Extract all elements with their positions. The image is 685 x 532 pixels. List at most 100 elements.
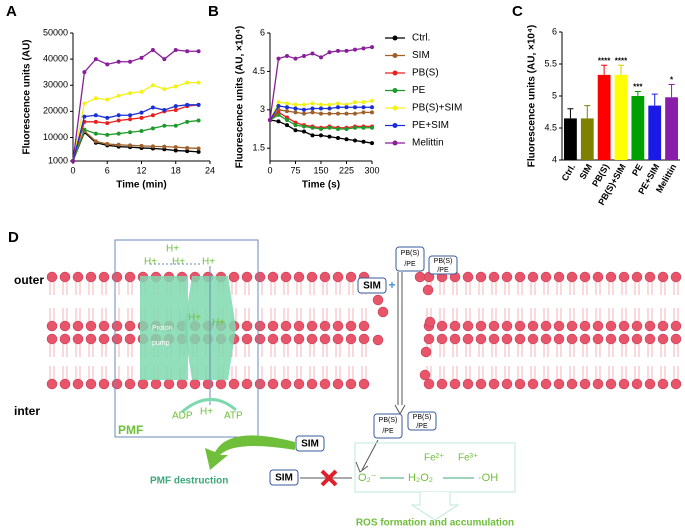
y-tick-label: 4 [552,154,557,164]
x-tick-label: 12 [136,165,146,175]
lipid-head [137,378,149,390]
data-point [276,119,281,124]
lipid-head [670,378,682,390]
lipid-head [332,271,344,283]
data-point [327,134,332,139]
data-point [139,143,144,148]
legend-label: PB(S) [412,68,439,79]
proton: H+ [188,313,201,324]
data-point [302,54,306,59]
y-tick-label: 5.5 [544,58,557,68]
data-point [336,101,340,106]
data-point [336,127,340,131]
x-tick-label: Ctrl. [560,162,578,183]
bar [580,118,594,160]
data-point [139,110,144,115]
lipid-head [345,320,357,332]
lipid-head [241,333,253,345]
y-axis-label: Fluorescence units (AU) [22,39,33,154]
lipid-head [358,378,370,390]
drug-label: PB(S) [434,258,453,265]
data-point [310,106,315,111]
bar [665,97,678,160]
data-point [293,110,298,115]
x-tick-label: 0 [70,165,75,175]
lipid-head [358,333,370,345]
lipid-head [579,378,591,390]
data-point [116,142,121,147]
data-point [310,51,315,56]
error-bar [567,108,574,119]
y-tick-label: 4.5 [252,66,265,76]
bar [564,118,577,160]
lipid-head [540,333,552,345]
data-point [285,101,289,106]
lipid-head [293,378,305,390]
lipid-head [475,378,487,390]
data-point [353,47,357,52]
lipid-head [377,306,389,318]
data-point [139,115,144,120]
drug-label: PB(S) [413,414,432,421]
proton: H+ [200,407,213,418]
data-point [82,127,87,132]
data-point [370,98,374,103]
arrow [355,439,379,473]
lipid-head [449,333,461,345]
data-point [370,141,374,146]
x-tick-label: PE [630,162,645,177]
data-point [370,45,374,50]
y-tick-label: 6 [260,27,265,37]
x-tick-label: 0 [267,165,272,175]
data-point [276,112,281,117]
data-point [276,56,281,61]
data-point [196,146,201,151]
error-bar [601,64,608,75]
lipid-head [358,320,370,332]
y-tick-label: 50000 [43,27,68,37]
lipid-head [436,320,448,332]
data-point [336,135,340,140]
lipid-head [540,320,552,332]
data-point [162,57,167,62]
data-point [344,105,349,110]
data-point [173,84,178,89]
error-bar [668,83,675,98]
lipid-head [306,271,318,283]
data-point [82,114,87,119]
data-point [319,106,323,111]
x-tick-label: 300 [364,165,379,175]
lipid-head [566,333,578,345]
data-point [93,131,98,136]
legend-marker [392,35,398,41]
drug-box [395,246,425,272]
proton-pump [140,276,188,380]
data-point [93,119,98,124]
sim-box [357,277,387,294]
lipid-head [319,333,331,345]
y-axis-label: Fluorescence units (AU, ×10⁴) [235,26,246,169]
lipid-head [566,378,578,390]
data-point [344,48,349,53]
lipid-head [501,333,513,345]
data-point [162,144,167,149]
proton: H+ [202,257,215,268]
data-point [361,46,366,51]
lipid-head [46,378,58,390]
panel-label: C [512,3,523,20]
x-axis-label: Time (min) [116,180,166,191]
y-tick-label: 3 [260,104,265,114]
lipid-head [267,320,279,332]
lipid-head [228,271,240,283]
series-line [72,104,199,162]
lipid-head [72,378,84,390]
data-point [173,108,178,113]
lipid-head [618,333,630,345]
data-point [128,117,133,122]
lipid-head [644,271,656,283]
data-point [370,125,374,130]
y-axis-label: Fluorescence units (AU, ×10⁴) [527,25,538,168]
y-tick-label: 5 [552,90,557,100]
panel-label: B [208,3,219,20]
bar [631,96,645,160]
